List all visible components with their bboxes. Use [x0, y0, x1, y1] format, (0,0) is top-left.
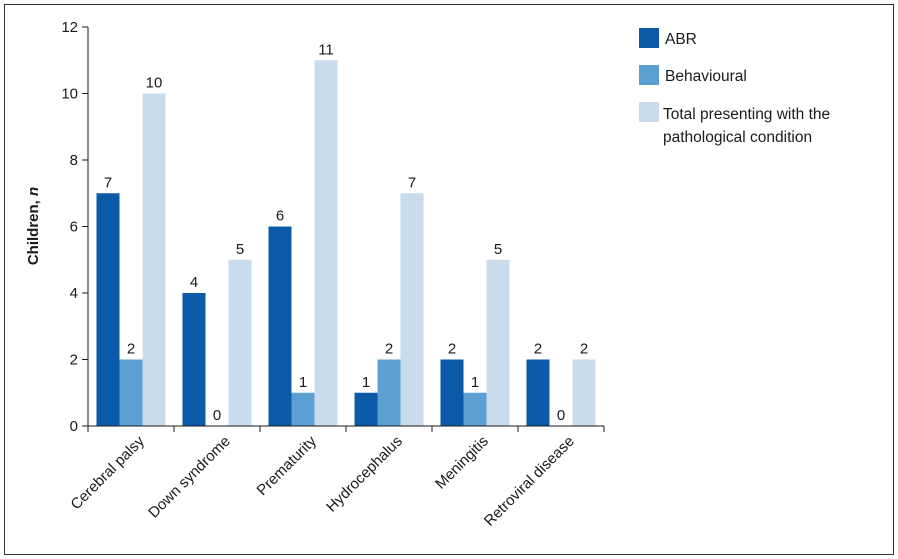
legend-swatch-abr [639, 28, 659, 48]
value-label: 10 [146, 75, 163, 92]
y-tick-label: 12 [61, 19, 78, 36]
value-label: 2 [448, 341, 456, 358]
y-axis-title: Children, n [25, 187, 42, 265]
legend-label-total: Total presenting with the pathological co… [663, 106, 830, 146]
y-tick-label: 10 [61, 86, 78, 103]
x-ticks-layer [87, 426, 605, 432]
value-label: 7 [408, 174, 416, 191]
bar-abr-meningitis [440, 359, 464, 426]
value-label: 2 [127, 341, 135, 358]
value-label: 6 [276, 208, 284, 225]
legend: ABR Behavioural Total presenting with th… [639, 28, 830, 146]
value-label: 11 [318, 41, 334, 58]
legend-label-abr: ABR [665, 31, 697, 48]
bar-abr-prematurity [268, 226, 292, 426]
bar-total-down-syndrome [228, 259, 252, 426]
bar-behavioural-meningitis [463, 392, 487, 426]
legend-swatch-total [639, 102, 659, 122]
bar-behavioural-cerebral-palsy [119, 359, 143, 426]
y-axis-title-n: n [25, 187, 42, 196]
bar-abr-retroviral-disease [526, 359, 550, 426]
y-axis-title-text: Children, [25, 196, 42, 265]
value-label: 2 [385, 341, 393, 358]
bar-total-cerebral-palsy [142, 93, 166, 426]
y-tick-label: 2 [70, 352, 78, 369]
bar-total-meningitis [486, 259, 510, 426]
value-label: 0 [557, 407, 565, 424]
value-label: 7 [104, 174, 112, 191]
bar-abr-down-syndrome [182, 293, 206, 426]
y-tick-label: 0 [70, 418, 78, 435]
bar-abr-hydrocephalus [354, 392, 378, 426]
bar-abr-cerebral-palsy [96, 193, 120, 426]
value-label: 2 [580, 341, 588, 358]
bar-total-hydrocephalus [400, 193, 424, 426]
bar-behavioural-hydrocephalus [377, 359, 401, 426]
legend-swatch-behavioural [639, 65, 659, 85]
value-label: 1 [299, 374, 307, 391]
value-label: 1 [471, 374, 479, 391]
y-tick-label: 8 [70, 152, 78, 169]
value-label: 1 [362, 374, 370, 391]
legend-label-behavioural: Behavioural [665, 68, 747, 85]
value-label: 4 [190, 274, 198, 291]
value-label: 2 [534, 341, 542, 358]
bar-behavioural-prematurity [291, 392, 315, 426]
y-ticks-layer: 0 2 4 6 8 10 12 [61, 19, 88, 435]
bars-layer [96, 60, 596, 426]
value-label: 5 [236, 241, 244, 258]
value-label: 0 [213, 407, 221, 424]
value-label: 5 [494, 241, 502, 258]
legend-label-total-line1: Total presenting with the [663, 106, 830, 123]
legend-label-total-line2: pathological condition [663, 129, 812, 146]
bar-total-prematurity [314, 60, 338, 426]
y-tick-label: 6 [70, 219, 78, 236]
y-tick-label: 4 [70, 285, 78, 302]
bar-total-retroviral-disease [572, 359, 596, 426]
